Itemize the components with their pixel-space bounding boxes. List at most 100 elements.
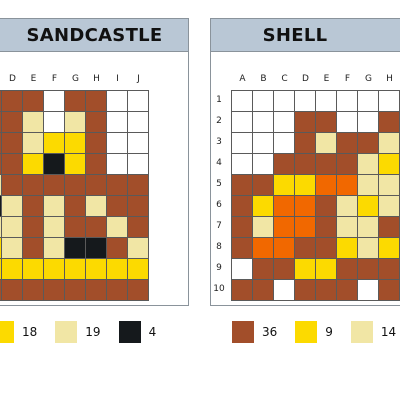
grid-cell-E3[interactable] [23,133,44,154]
grid-cell-G2[interactable] [65,112,86,133]
grid-cell-G5[interactable] [65,175,86,196]
grid-cell-H5[interactable] [86,175,107,196]
grid-cell-G9[interactable] [65,259,86,280]
pixel-grid[interactable] [231,90,400,301]
grid-cell-B8[interactable] [253,238,274,259]
grid-cell-J5[interactable] [128,175,149,196]
grid-cell-H6[interactable] [86,196,107,217]
grid-cell-G8[interactable] [358,238,379,259]
grid-cell-B7[interactable] [253,217,274,238]
grid-cell-J6[interactable] [128,196,149,217]
grid-cell-C9[interactable] [274,259,295,280]
pixel-grid[interactable] [0,90,149,301]
grid-cell-I4[interactable] [107,154,128,175]
grid-cell-H9[interactable] [379,259,400,280]
grid-cell-C3[interactable] [274,133,295,154]
grid-cell-C4[interactable] [0,154,2,175]
grid-cell-F3[interactable] [44,133,65,154]
grid-cell-D5[interactable] [295,175,316,196]
grid-cell-G4[interactable] [65,154,86,175]
grid-cell-D1[interactable] [295,91,316,112]
grid-cell-I1[interactable] [107,91,128,112]
grid-cell-G5[interactable] [358,175,379,196]
grid-cell-A2[interactable] [232,112,253,133]
grid-cell-E4[interactable] [316,154,337,175]
grid-cell-D6[interactable] [295,196,316,217]
grid-cell-D2[interactable] [295,112,316,133]
grid-cell-J9[interactable] [128,259,149,280]
grid-cell-G7[interactable] [358,217,379,238]
grid-cell-H10[interactable] [379,280,400,301]
grid-cell-J2[interactable] [128,112,149,133]
grid-cell-C7[interactable] [0,217,2,238]
grid-cell-G1[interactable] [65,91,86,112]
grid-cell-J4[interactable] [128,154,149,175]
grid-cell-F2[interactable] [44,112,65,133]
grid-cell-I10[interactable] [107,280,128,301]
grid-cell-E2[interactable] [23,112,44,133]
grid-cell-E6[interactable] [23,196,44,217]
grid-cell-H2[interactable] [379,112,400,133]
grid-cell-E9[interactable] [316,259,337,280]
grid-cell-G6[interactable] [358,196,379,217]
grid-cell-F3[interactable] [337,133,358,154]
grid-cell-C1[interactable] [0,91,2,112]
grid-cell-C3[interactable] [0,133,2,154]
grid-cell-D8[interactable] [295,238,316,259]
grid-cell-A9[interactable] [232,259,253,280]
grid-cell-F10[interactable] [337,280,358,301]
grid-cell-D7[interactable] [295,217,316,238]
grid-cell-B9[interactable] [253,259,274,280]
grid-cell-C2[interactable] [274,112,295,133]
grid-cell-G4[interactable] [358,154,379,175]
grid-cell-J1[interactable] [128,91,149,112]
grid-cell-D9[interactable] [295,259,316,280]
grid-cell-E8[interactable] [316,238,337,259]
grid-cell-B2[interactable] [253,112,274,133]
grid-cell-B6[interactable] [253,196,274,217]
grid-cell-I2[interactable] [107,112,128,133]
grid-cell-C5[interactable] [274,175,295,196]
grid-cell-H1[interactable] [379,91,400,112]
grid-cell-H2[interactable] [86,112,107,133]
grid-cell-D3[interactable] [2,133,23,154]
grid-cell-A1[interactable] [232,91,253,112]
grid-cell-F7[interactable] [337,217,358,238]
grid-cell-C5[interactable] [0,175,2,196]
grid-cell-J7[interactable] [128,217,149,238]
grid-cell-A5[interactable] [232,175,253,196]
grid-cell-E1[interactable] [316,91,337,112]
grid-cell-A7[interactable] [232,217,253,238]
grid-cell-I6[interactable] [107,196,128,217]
grid-cell-F4[interactable] [337,154,358,175]
grid-cell-A3[interactable] [232,133,253,154]
grid-cell-F6[interactable] [337,196,358,217]
grid-cell-F1[interactable] [337,91,358,112]
grid-cell-H8[interactable] [86,238,107,259]
grid-cell-H9[interactable] [86,259,107,280]
grid-cell-F7[interactable] [44,217,65,238]
grid-cell-C10[interactable] [274,280,295,301]
grid-cell-C1[interactable] [274,91,295,112]
grid-cell-E9[interactable] [23,259,44,280]
grid-cell-H3[interactable] [379,133,400,154]
grid-cell-F5[interactable] [44,175,65,196]
grid-cell-H7[interactable] [86,217,107,238]
grid-cell-F8[interactable] [44,238,65,259]
grid-cell-C10[interactable] [0,280,2,301]
grid-cell-G3[interactable] [65,133,86,154]
grid-cell-B1[interactable] [253,91,274,112]
grid-cell-G6[interactable] [65,196,86,217]
grid-cell-H3[interactable] [86,133,107,154]
grid-cell-I3[interactable] [107,133,128,154]
grid-cell-D6[interactable] [2,196,23,217]
grid-cell-H1[interactable] [86,91,107,112]
grid-cell-E5[interactable] [316,175,337,196]
grid-cell-B3[interactable] [253,133,274,154]
grid-cell-C4[interactable] [274,154,295,175]
grid-cell-D1[interactable] [2,91,23,112]
grid-cell-D7[interactable] [2,217,23,238]
grid-cell-A10[interactable] [232,280,253,301]
grid-cell-D2[interactable] [2,112,23,133]
grid-cell-D5[interactable] [2,175,23,196]
